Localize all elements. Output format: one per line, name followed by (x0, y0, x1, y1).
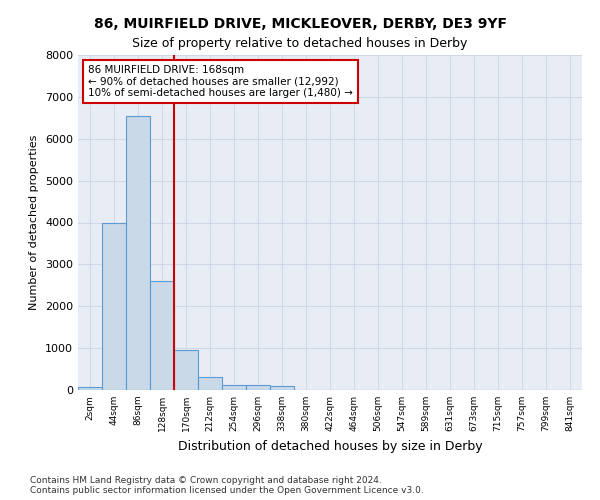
Bar (246, 385, 270, 390)
Y-axis label: Number of detached properties: Number of detached properties (29, 135, 40, 310)
X-axis label: Distribution of detached houses by size in Derby: Distribution of detached houses by size … (178, 440, 482, 452)
Text: 86, MUIRFIELD DRIVE, MICKLEOVER, DERBY, DE3 9YF: 86, MUIRFIELD DRIVE, MICKLEOVER, DERBY, … (94, 18, 506, 32)
Bar (222, 385, 246, 390)
Bar (78, 387, 102, 390)
Bar (198, 377, 222, 390)
Bar (174, 350, 198, 390)
Text: Size of property relative to detached houses in Derby: Size of property relative to detached ho… (133, 38, 467, 51)
Text: 86 MUIRFIELD DRIVE: 168sqm
← 90% of detached houses are smaller (12,992)
10% of : 86 MUIRFIELD DRIVE: 168sqm ← 90% of deta… (88, 65, 353, 98)
Bar (102, 224, 126, 390)
Bar (150, 281, 174, 390)
Bar (126, 116, 150, 390)
Bar (270, 386, 294, 390)
Text: Contains HM Land Registry data © Crown copyright and database right 2024.
Contai: Contains HM Land Registry data © Crown c… (30, 476, 424, 495)
